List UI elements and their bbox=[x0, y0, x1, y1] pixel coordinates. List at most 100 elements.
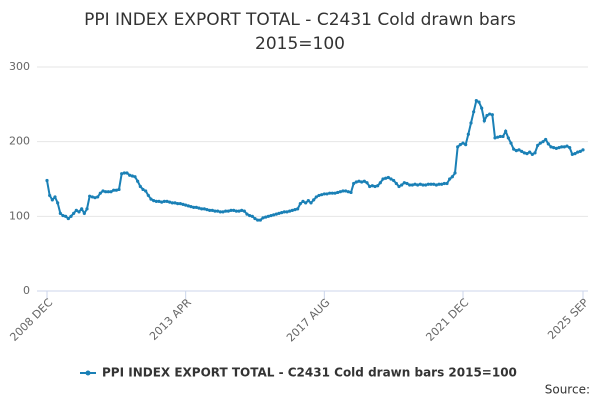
x-tick-label: 2025 SEP bbox=[545, 296, 591, 342]
point bbox=[216, 209, 220, 213]
point bbox=[301, 199, 305, 203]
point bbox=[277, 211, 281, 215]
point bbox=[200, 207, 204, 211]
point bbox=[229, 208, 233, 212]
point bbox=[149, 197, 153, 201]
point bbox=[232, 208, 236, 212]
point bbox=[514, 149, 518, 153]
legend-marker bbox=[85, 370, 91, 376]
point bbox=[549, 145, 553, 149]
point bbox=[432, 182, 436, 186]
point bbox=[384, 176, 388, 180]
point bbox=[197, 206, 201, 210]
point bbox=[392, 178, 396, 183]
point bbox=[186, 204, 190, 208]
point bbox=[202, 207, 206, 211]
point bbox=[280, 211, 284, 215]
point bbox=[66, 216, 70, 221]
point bbox=[208, 208, 212, 212]
point bbox=[322, 192, 326, 196]
point bbox=[522, 151, 526, 155]
point bbox=[162, 199, 166, 203]
y-tick-label: 200 bbox=[9, 135, 30, 148]
point bbox=[357, 179, 361, 183]
point bbox=[560, 145, 564, 149]
point bbox=[170, 201, 174, 205]
point bbox=[88, 194, 92, 198]
point bbox=[133, 175, 137, 179]
point bbox=[354, 180, 358, 184]
point bbox=[450, 175, 454, 179]
point bbox=[424, 183, 428, 187]
point bbox=[181, 202, 185, 206]
point bbox=[288, 209, 292, 213]
point bbox=[445, 181, 449, 186]
point bbox=[576, 150, 580, 154]
point bbox=[226, 209, 230, 213]
point bbox=[74, 208, 78, 212]
point bbox=[413, 182, 417, 186]
point bbox=[498, 134, 502, 139]
point bbox=[338, 190, 342, 194]
point bbox=[378, 181, 382, 185]
point bbox=[370, 184, 374, 188]
point bbox=[306, 199, 310, 203]
x-tick-label: 2017 AUG bbox=[284, 296, 333, 345]
point bbox=[456, 145, 460, 149]
point bbox=[309, 201, 313, 205]
point bbox=[221, 210, 225, 214]
point bbox=[224, 209, 228, 213]
point bbox=[264, 215, 268, 219]
point bbox=[328, 191, 332, 195]
point bbox=[405, 181, 409, 186]
point bbox=[336, 190, 340, 195]
point bbox=[48, 193, 52, 198]
legend-label: PPI INDEX EXPORT TOTAL - C2431 Cold draw… bbox=[102, 366, 517, 380]
point bbox=[261, 216, 265, 220]
point bbox=[544, 137, 548, 142]
point bbox=[250, 214, 254, 218]
point bbox=[269, 213, 273, 218]
point bbox=[386, 175, 390, 180]
point bbox=[253, 216, 257, 221]
point bbox=[96, 195, 100, 199]
point bbox=[469, 121, 473, 125]
point bbox=[130, 174, 134, 178]
point bbox=[98, 191, 102, 195]
point bbox=[552, 146, 556, 150]
point bbox=[493, 136, 497, 140]
point bbox=[562, 145, 566, 149]
point bbox=[482, 119, 486, 123]
point bbox=[122, 171, 126, 175]
point bbox=[125, 171, 129, 175]
point bbox=[418, 182, 422, 186]
point bbox=[85, 207, 89, 211]
point bbox=[109, 190, 113, 194]
point bbox=[290, 208, 294, 212]
point bbox=[205, 208, 209, 212]
point bbox=[341, 189, 345, 193]
point bbox=[173, 201, 177, 205]
point bbox=[56, 201, 60, 205]
source: Source: bbox=[545, 383, 590, 397]
point bbox=[136, 179, 140, 183]
point bbox=[429, 182, 433, 186]
point bbox=[346, 190, 350, 194]
y-tick-label: 0 bbox=[23, 284, 30, 297]
chart-title: PPI INDEX EXPORT TOTAL - C2431 Cold draw… bbox=[84, 10, 516, 54]
point bbox=[344, 189, 348, 193]
point bbox=[117, 187, 121, 192]
point bbox=[53, 195, 57, 199]
point bbox=[330, 191, 334, 195]
series-line bbox=[46, 99, 584, 222]
point bbox=[474, 99, 478, 103]
point bbox=[178, 202, 182, 206]
point bbox=[258, 218, 262, 222]
point bbox=[458, 143, 462, 147]
point bbox=[538, 141, 542, 145]
point bbox=[472, 110, 476, 114]
point bbox=[184, 203, 188, 207]
point bbox=[274, 212, 278, 216]
point bbox=[381, 177, 385, 181]
point bbox=[520, 149, 524, 153]
